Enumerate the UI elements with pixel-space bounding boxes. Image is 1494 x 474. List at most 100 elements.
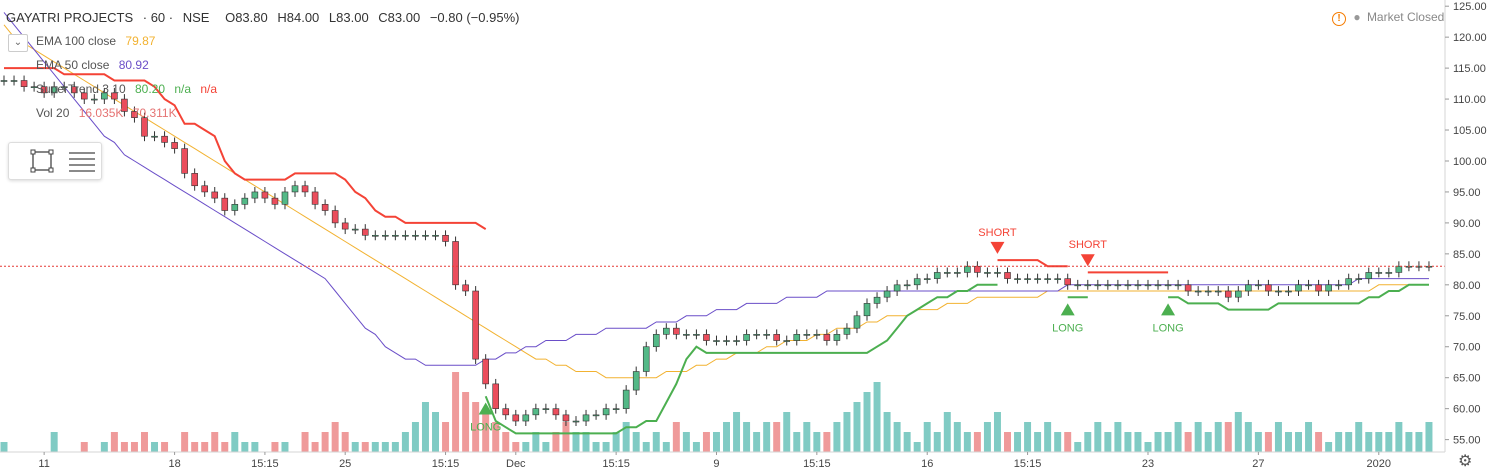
volume-bar [1184,432,1192,452]
price-tick-label: 105.00 [1453,125,1487,137]
volume-bar [672,422,680,452]
short-signal-arrow [990,241,1005,254]
volume-bar [1204,432,1212,452]
long-signal-label: LONG [1052,322,1083,334]
candle-body [763,334,770,336]
candle-body [1194,290,1202,293]
candle-body [301,185,309,193]
time-axis[interactable]: 11 18 15:15 25 15:15 Dec 15:15 9 15:15 16 15:15 23 2… [0,451,1445,470]
candle-body [532,408,540,416]
price-tick-label: 100.00 [1453,156,1487,168]
time-tick-label: 27 [1252,458,1264,470]
exchange-label: NSE [182,10,210,25]
volume-bar [1214,422,1222,452]
time-tick-label: 15:15 [432,458,460,470]
volume-bar [341,432,349,452]
volume-bar [1044,422,1052,452]
price-tick-label: 95.00 [1453,187,1481,199]
gear-icon[interactable]: ⚙ [1458,453,1473,470]
candle-body [592,414,600,417]
symbol-header: GAYATRI PROJECTS · 60 · NSE O83.80 H84.0… [6,10,525,25]
short-signal-label: SHORT [978,227,1017,239]
candle-body [642,346,650,372]
volume-bar [1325,442,1333,452]
current-price-line: 83.00 [0,258,1493,275]
change-value: −0.80 (−0.95%) [429,10,520,25]
market-status[interactable]: ! ● Market Closed [1332,10,1444,26]
volume-bar [843,412,851,452]
volume-bar [151,442,159,452]
candle-body [1325,284,1332,292]
symbol-title[interactable]: GAYATRI PROJECTS [6,10,134,25]
candle-body [843,327,851,335]
candle-body [151,135,158,138]
volume-bar [793,432,801,452]
volume-bar [723,422,731,452]
candle-body [452,241,459,286]
price-axis[interactable]: 125.00 120.00 115.00 110.00 105.00 100.00 95.0… [1444,0,1494,474]
candle-body [402,234,409,237]
status-dot-icon: ● [1353,10,1361,24]
volume-bar [1084,432,1092,452]
supertrend-line [4,67,1429,435]
candle-body [1124,284,1132,287]
candle-body [70,86,78,94]
volume-bar [1144,442,1152,452]
volume-bar [1014,432,1022,452]
supertrend-segment [1168,283,1429,311]
volume-bar [853,402,861,452]
legend-ema50[interactable]: EMA 50 close 80.92 [36,58,155,72]
candle-body [382,234,389,237]
candle-body [1074,284,1082,287]
candle-body [512,414,520,422]
volume-bar [201,442,209,452]
candle-body [191,173,198,187]
volume-label: Vol 20 [36,106,70,120]
market-status-text: Market Closed [1366,10,1445,24]
long-signal-arrow [1060,303,1075,316]
volume-bar [863,392,871,452]
legend-supertrend[interactable]: SuperTrend 3 10 80.20 n/a n/a [36,82,223,96]
volume-bar [0,442,8,452]
candle-body [1385,272,1393,274]
candle-body [0,80,8,82]
volume-bar [1385,432,1393,452]
candle-body [863,303,871,317]
candle-body [1224,290,1232,298]
low-value: L83.00 [328,10,369,25]
short-signal-arrow [1080,254,1095,267]
rectangle-tool-icon[interactable] [30,149,54,173]
volume-bar [231,432,239,452]
volume-bar [452,372,460,452]
candle-body [1214,290,1222,293]
candle-body [813,334,821,336]
volume-bar [923,422,931,452]
volume-bar [1234,412,1242,452]
candle-body [372,234,379,237]
candle-body [1375,272,1383,274]
volume-bar [381,442,389,452]
candle-body [1265,284,1272,292]
candle-body [20,80,28,87]
candle-body [181,148,188,174]
volume-bar [1224,422,1232,452]
candle-body [933,272,941,279]
candle-body [893,284,901,292]
price-tick-label: 115.00 [1453,63,1486,75]
volume-bar [572,432,580,452]
volume-bar [492,422,500,452]
volume-bar [562,422,570,452]
volume-bar [542,442,550,452]
toolbox-icons [30,149,95,173]
legend-collapse-button[interactable]: ⌄ [8,34,28,52]
candle-body [482,358,489,385]
legend-ema100[interactable]: EMA 100 close 79.87 [36,34,161,48]
menu-lines-icon[interactable] [69,152,95,172]
candle-body [1365,272,1373,279]
ema100-value: 79.87 [125,34,156,48]
volume-bar [963,432,971,452]
legend-volume[interactable]: Vol 20 16.035K 70.311K [36,106,183,120]
volume-bar [873,382,881,452]
volume-bar [733,412,741,452]
